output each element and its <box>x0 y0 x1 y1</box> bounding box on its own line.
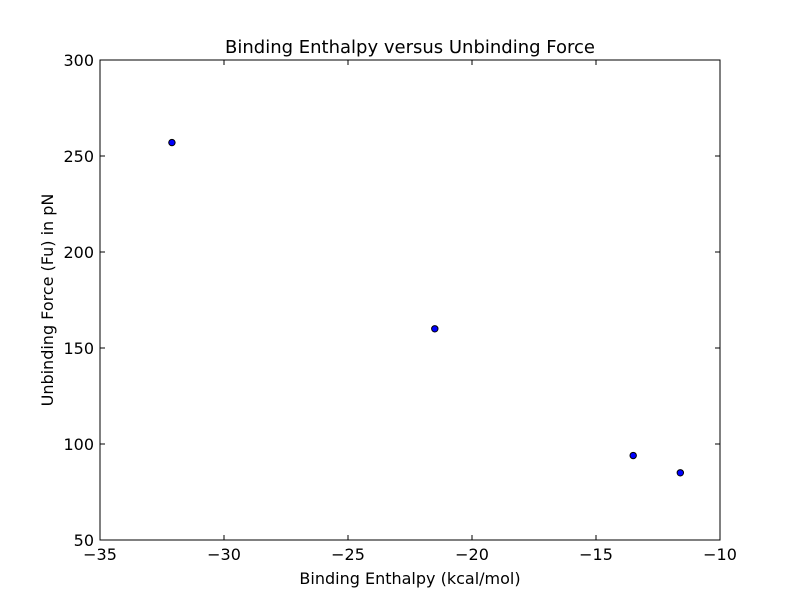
y-tick-label: 250 <box>63 147 94 166</box>
data-point <box>629 451 637 460</box>
x-tick-label: −35 <box>83 545 117 564</box>
data-point <box>431 325 439 333</box>
x-tick-label: −20 <box>455 545 489 564</box>
x-tick-label: −30 <box>207 545 241 564</box>
chart-title: Binding Enthalpy versus Unbinding Force <box>225 37 595 58</box>
x-axis: −35 −30 −25 −20 −15 −10 <box>83 60 737 564</box>
y-tick-label: 200 <box>63 243 94 262</box>
y-tick-label: 150 <box>63 339 94 358</box>
x-tick-label: −10 <box>703 545 737 564</box>
y-axis-label: Unbinding Force (Fu) in pN <box>38 194 57 407</box>
y-axis: 50 100 150 200 250 300 <box>63 51 720 550</box>
y-tick-label: 100 <box>63 435 94 454</box>
y-tick-label: 300 <box>63 51 94 70</box>
plot-frame <box>99 59 721 541</box>
plot-area <box>168 138 685 477</box>
y-tick-label: 50 <box>74 531 94 550</box>
data-point <box>168 138 176 147</box>
x-tick-label: −25 <box>331 545 365 564</box>
x-axis-label: Binding Enthalpy (kcal/mol) <box>299 569 520 588</box>
x-tick-label: −15 <box>579 545 613 564</box>
data-point <box>676 469 685 477</box>
